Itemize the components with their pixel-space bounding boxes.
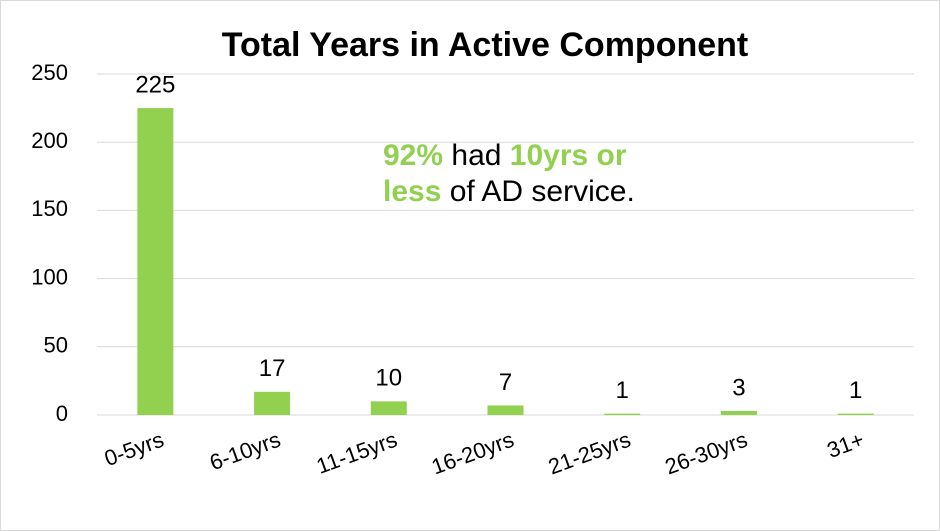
annotation-segment: had <box>443 139 510 172</box>
annotation-segment: less <box>383 175 441 208</box>
bar <box>487 405 524 415</box>
annotation-segment: 10yrs or <box>510 139 627 172</box>
bar <box>837 413 874 415</box>
annotation: less of AD service. <box>383 175 635 208</box>
value-label: 10 <box>375 365 402 392</box>
bar <box>720 410 757 415</box>
chart-title: Total Years in Active Component <box>222 26 749 64</box>
bar <box>254 391 291 415</box>
y-tick-label: 150 <box>31 196 68 221</box>
value-label: 7 <box>499 369 512 396</box>
bar <box>604 413 641 415</box>
value-label: 3 <box>732 374 745 401</box>
bar <box>137 108 174 415</box>
value-label: 1 <box>849 377 862 404</box>
annotation: 92% had 10yrs or <box>383 139 627 172</box>
annotation-segment: 92% <box>383 139 443 172</box>
y-tick-label: 250 <box>31 60 68 85</box>
annotation-segment: of AD service. <box>441 175 634 208</box>
y-tick-label: 50 <box>44 333 68 358</box>
y-tick-label: 100 <box>31 264 68 289</box>
value-label: 225 <box>135 71 175 98</box>
value-label: 17 <box>259 355 286 382</box>
y-tick-label: 200 <box>31 128 68 153</box>
bar <box>370 401 407 415</box>
value-label: 1 <box>616 377 629 404</box>
y-tick-label: 0 <box>56 401 68 426</box>
